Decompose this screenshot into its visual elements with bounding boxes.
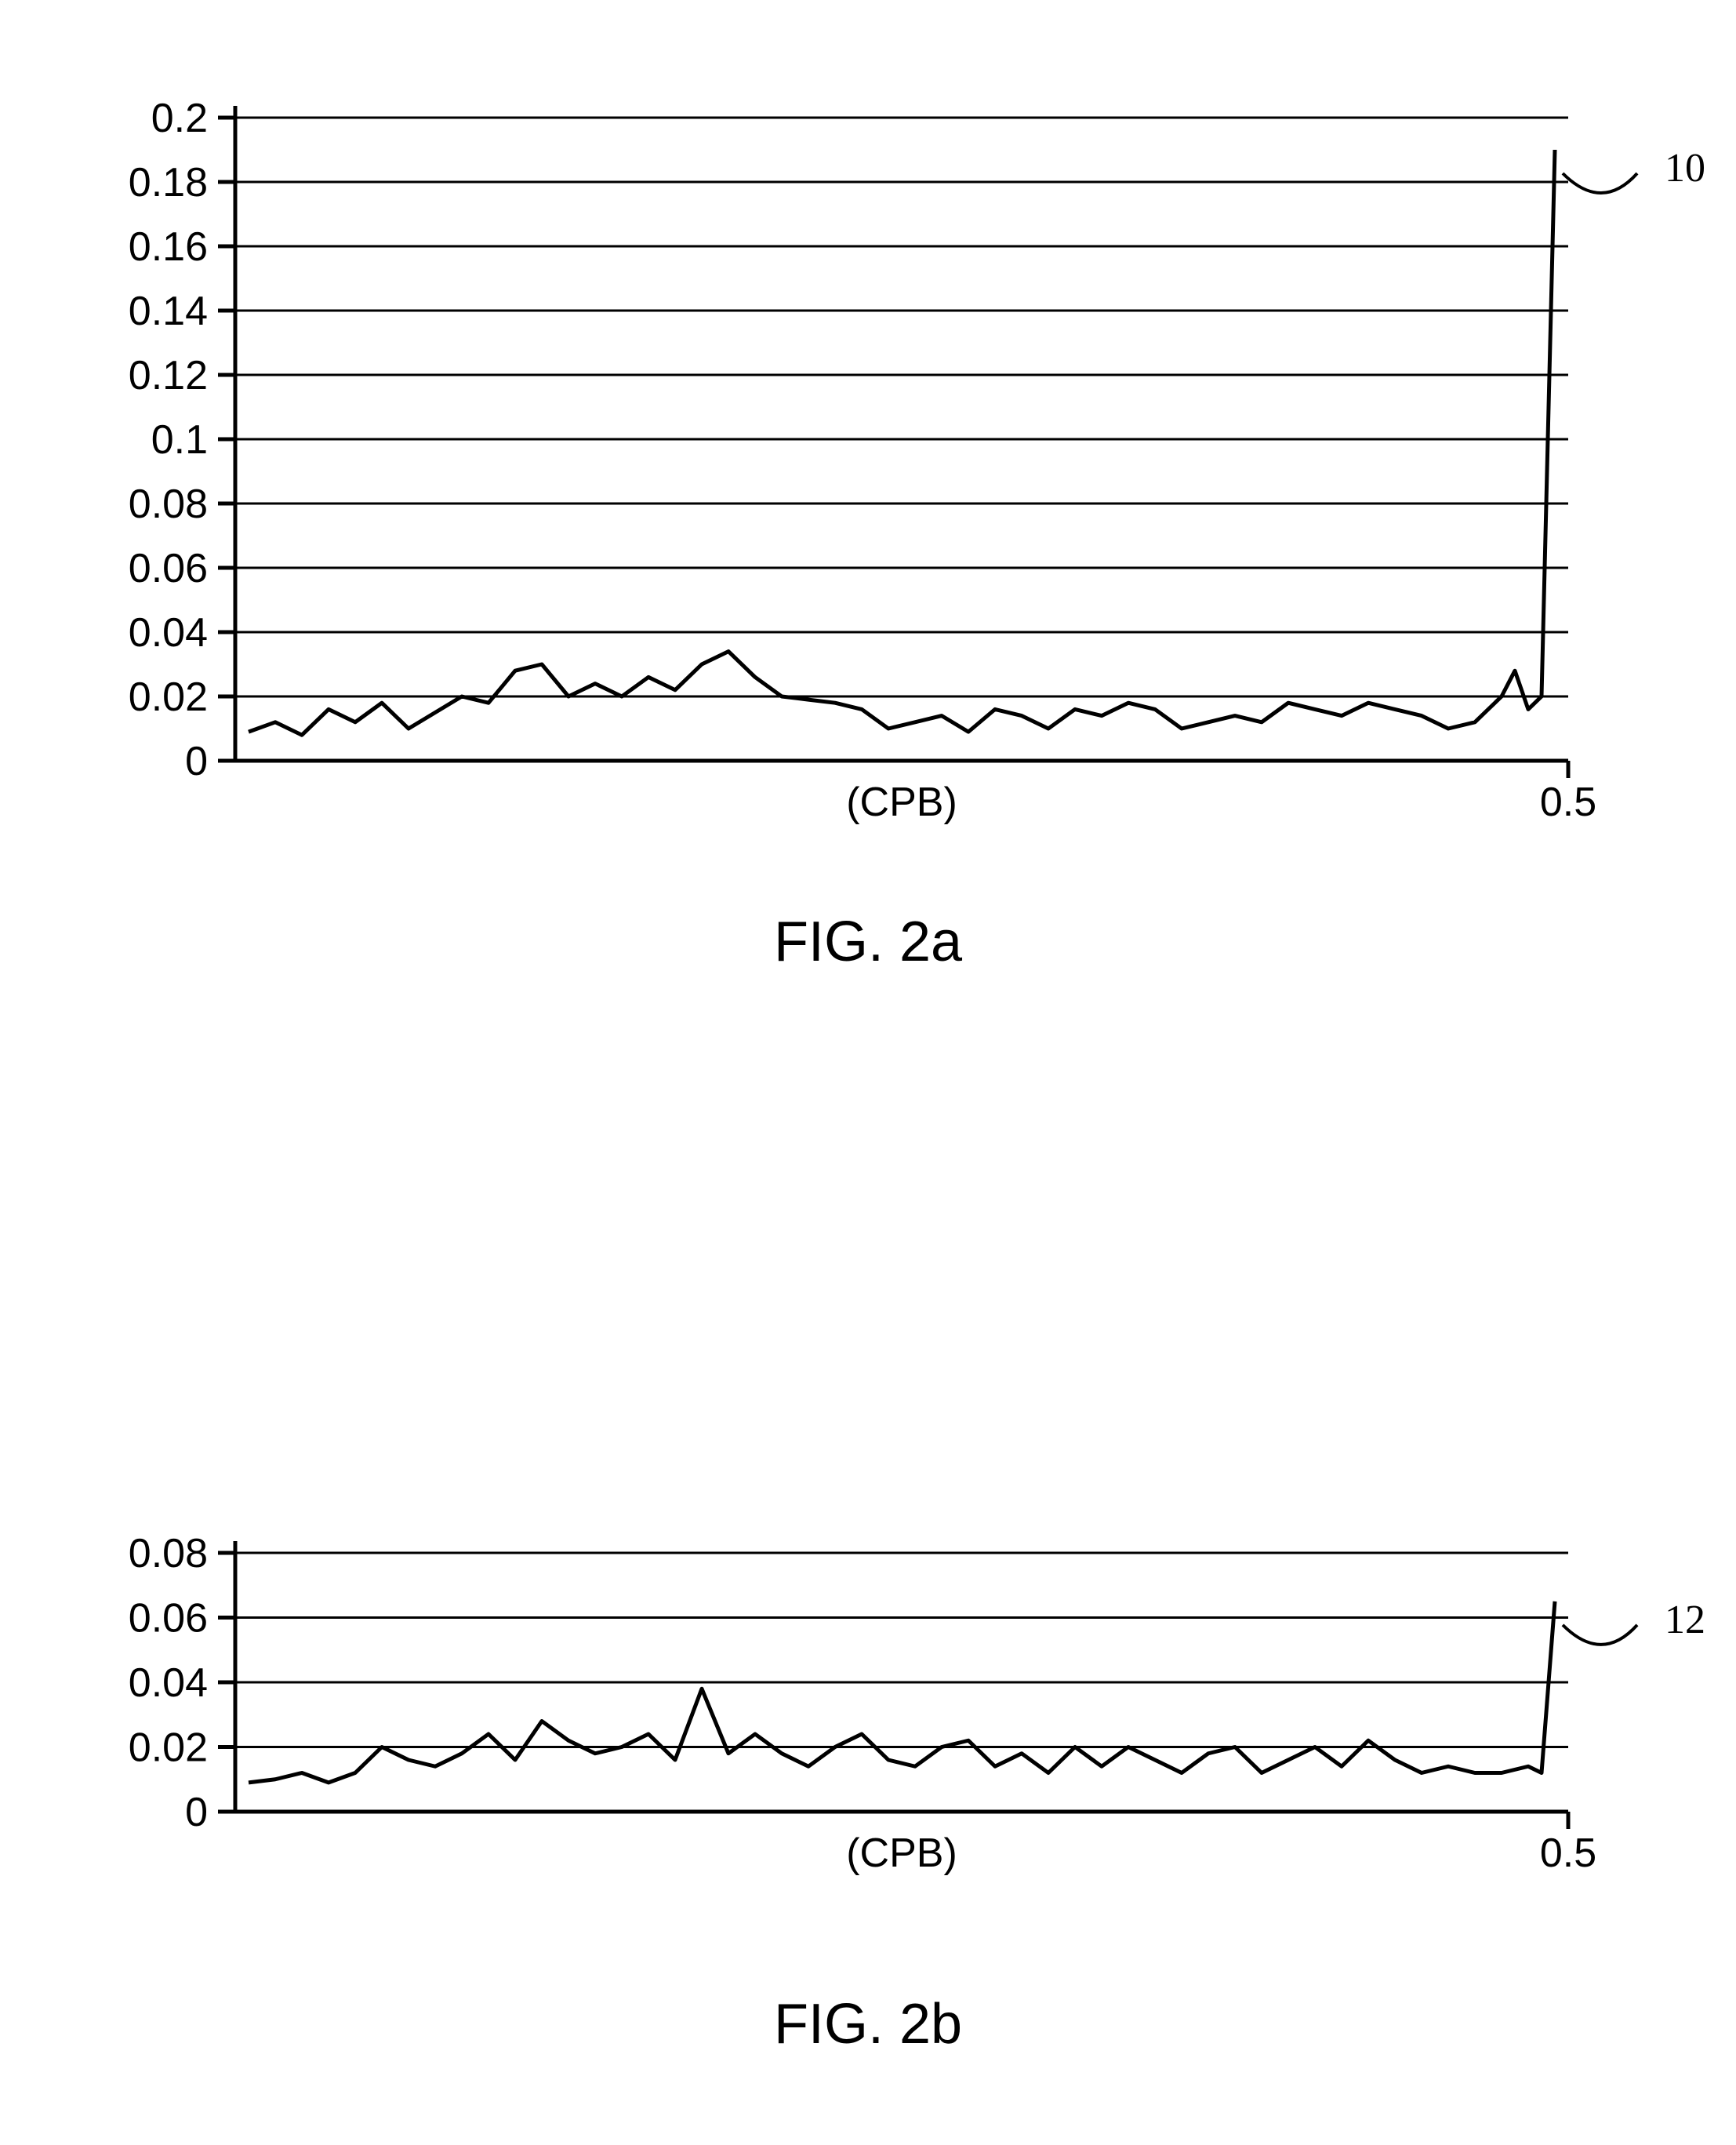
svg-text:(CPB): (CPB) [846, 1831, 957, 1876]
svg-text:0.08: 0.08 [129, 482, 208, 527]
svg-text:10: 10 [1665, 146, 1705, 191]
fig-2a-label: FIG. 2a [0, 910, 1736, 974]
svg-text:(CPB): (CPB) [846, 780, 957, 825]
svg-text:0.2: 0.2 [151, 96, 208, 141]
chart-b-svg: 0 0.02 0.04 0.06 0.08 0.5 (CPB) 12 [0, 1467, 1736, 2016]
svg-text:0: 0 [185, 1790, 208, 1835]
chart-a-svg: 0 0.02 0.04 0.06 0.08 0.1 0.12 0.14 0.16 0.18 0.2 0… [0, 0, 1736, 1004]
svg-text:0.14: 0.14 [129, 289, 208, 334]
svg-text:12: 12 [1665, 1598, 1705, 1642]
svg-text:0.5: 0.5 [1540, 1831, 1596, 1876]
svg-text:0: 0 [185, 739, 208, 784]
svg-text:0.04: 0.04 [129, 610, 208, 656]
svg-text:0.5: 0.5 [1540, 780, 1596, 825]
fig-2b-label: FIG. 2b [0, 1992, 1736, 2056]
svg-text:0.06: 0.06 [129, 1596, 208, 1641]
svg-text:0.12: 0.12 [129, 353, 208, 398]
svg-text:0.08: 0.08 [129, 1531, 208, 1576]
svg-text:0.1: 0.1 [151, 417, 208, 463]
svg-text:0.02: 0.02 [129, 674, 208, 720]
svg-text:0.06: 0.06 [129, 546, 208, 591]
svg-text:0.18: 0.18 [129, 160, 208, 205]
svg-text:0.16: 0.16 [129, 224, 208, 270]
svg-text:0.04: 0.04 [129, 1660, 208, 1706]
svg-text:0.02: 0.02 [129, 1725, 208, 1771]
